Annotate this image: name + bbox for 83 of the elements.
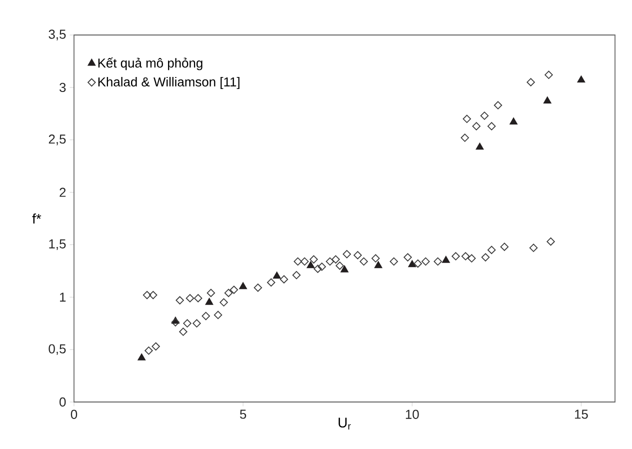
point: [360, 257, 368, 266]
point: [487, 122, 496, 130]
y-tick-label: 0,5: [48, 344, 66, 355]
point: [310, 255, 318, 264]
point: [487, 246, 496, 254]
point: [224, 288, 233, 298]
point: [149, 290, 158, 300]
point: [390, 257, 398, 266]
point: [336, 262, 344, 270]
y-tick-label: 1,5: [49, 239, 66, 250]
point: [267, 278, 276, 287]
x-axis-title: U$_{r}$: [338, 418, 351, 430]
point: [230, 286, 238, 294]
x-tick-label: 15: [574, 410, 588, 419]
point: [314, 264, 322, 273]
point: [300, 257, 309, 266]
y-axis-title: f*: [32, 213, 42, 224]
y-tick-label: 2: [60, 188, 66, 197]
point: [510, 118, 518, 124]
point: [332, 255, 340, 264]
point: [144, 346, 153, 355]
point: [500, 242, 509, 251]
point: [462, 114, 472, 123]
y-tick-label: 3,5: [48, 30, 66, 40]
point: [342, 250, 351, 258]
point: [272, 272, 281, 279]
point: [176, 296, 184, 304]
point: [152, 342, 160, 351]
point: [442, 256, 450, 263]
point: [529, 244, 538, 252]
legend-label: Khalad & Williamson [11]: [98, 76, 240, 90]
point: [404, 253, 412, 262]
x-tick-label: 10: [406, 410, 419, 419]
point: [481, 253, 490, 262]
point: [374, 261, 382, 268]
point: [480, 112, 489, 120]
point: [220, 298, 228, 306]
point: [194, 294, 202, 302]
point: [468, 254, 476, 262]
point: [452, 252, 460, 260]
point: [206, 288, 216, 298]
point: [192, 319, 201, 328]
point: [494, 101, 502, 110]
point: [422, 257, 430, 266]
point: [414, 259, 422, 268]
point: [326, 257, 334, 266]
point: [179, 328, 188, 336]
point: [408, 260, 416, 268]
point: [577, 76, 586, 83]
point: [461, 252, 470, 260]
point: [476, 142, 484, 150]
point: [472, 122, 480, 130]
point: [292, 271, 301, 280]
point: [138, 354, 146, 360]
point: [526, 78, 535, 86]
legend-label: Kết quả mô phỏng: [98, 58, 202, 70]
point: [372, 254, 380, 262]
y-tick-label: 1: [60, 292, 66, 302]
point: [544, 70, 553, 79]
point: [142, 290, 152, 300]
point: [434, 257, 442, 266]
point: [546, 237, 555, 246]
point: [318, 262, 326, 271]
point: [205, 298, 214, 305]
point: [186, 294, 194, 302]
point: [294, 257, 302, 266]
x-tick-label: 5: [240, 410, 246, 419]
point: [543, 96, 552, 104]
point: [214, 310, 222, 320]
point: [306, 261, 315, 268]
y-tick-label: 3: [60, 82, 66, 92]
point: [340, 265, 348, 272]
point: [254, 284, 262, 292]
point: [354, 251, 362, 260]
point: [239, 282, 247, 290]
y-tick-label: 0: [60, 397, 66, 407]
x-tick-label: 0: [70, 410, 78, 419]
point: [183, 319, 192, 328]
point: [460, 134, 469, 142]
point: [280, 275, 288, 284]
y-tick-label: 2,5: [48, 134, 66, 146]
point: [171, 318, 180, 326]
point: [202, 312, 210, 320]
